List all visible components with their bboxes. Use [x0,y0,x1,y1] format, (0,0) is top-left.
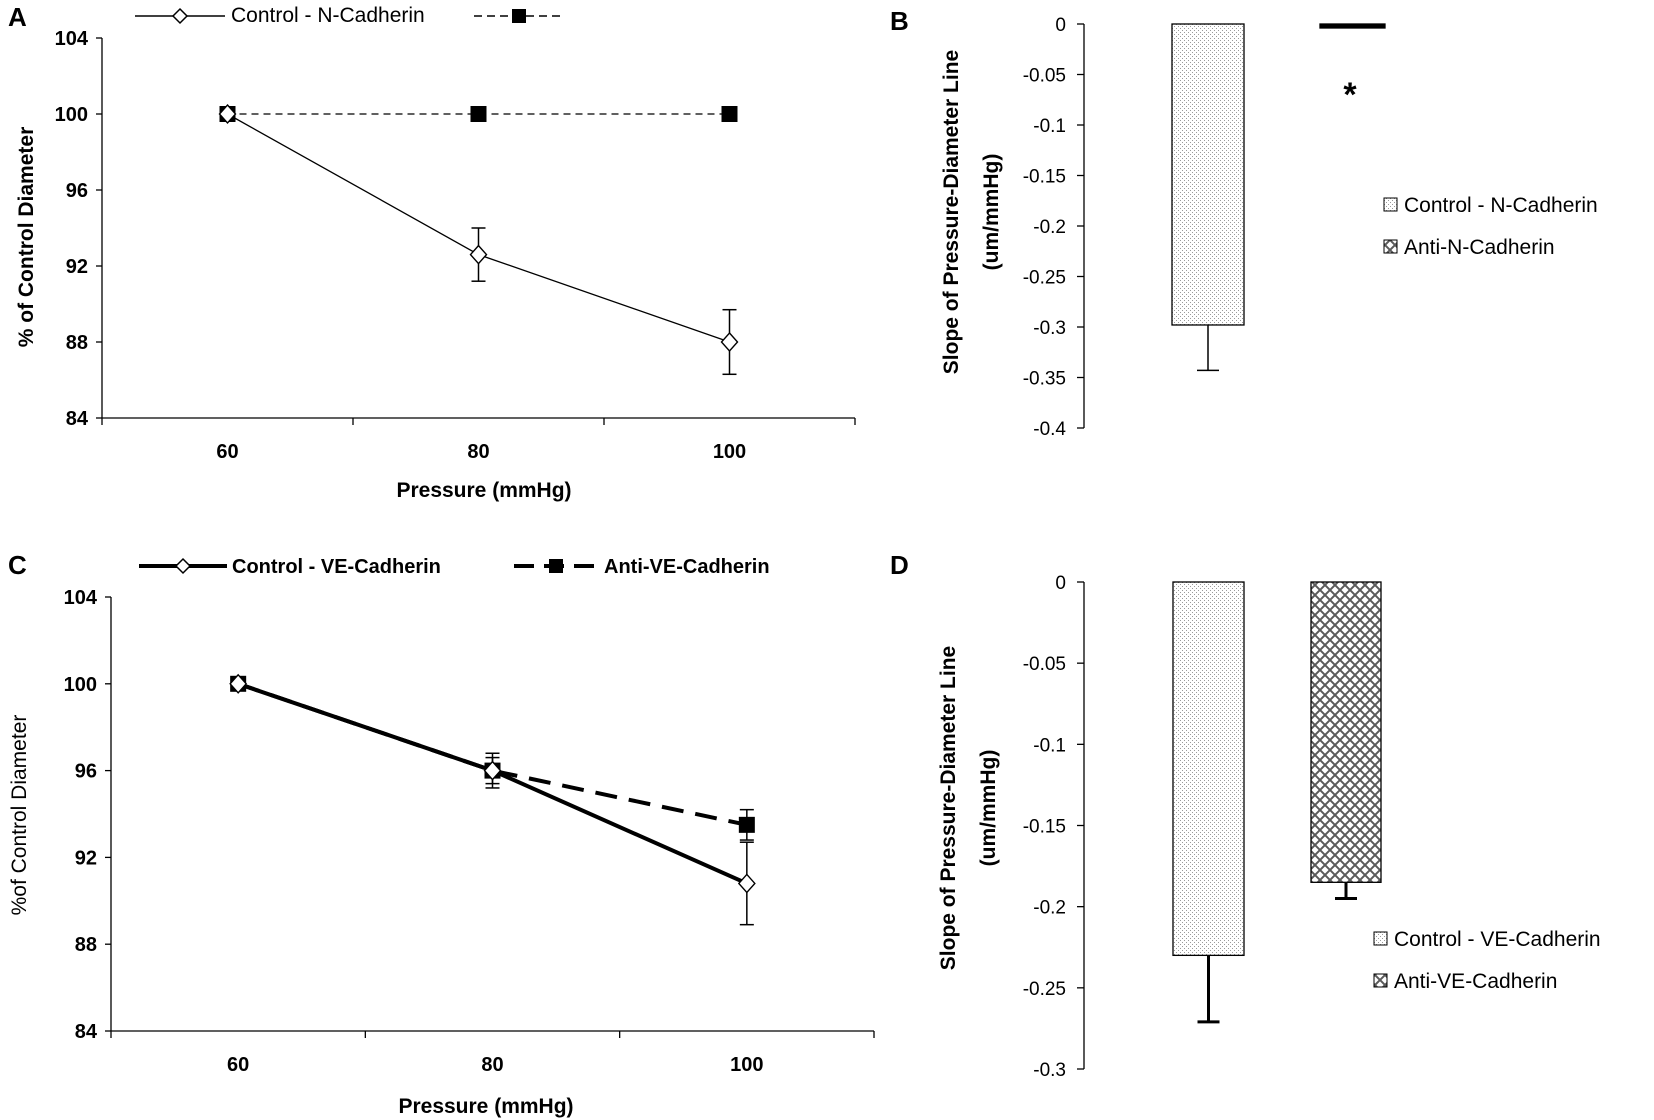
panel-b-bar-control [1171,23,1245,326]
panel-c-legend: Control - VE-Cadherin Anti-VE-Cadherin [139,556,770,578]
panel-d: D 0 -0.05 -0.1 -0.15 -0.2 -0.25 -0.3 Slope of … [890,550,1601,1081]
panel-c-legend-label-anti: Anti-VE-Cadherin [604,556,770,578]
panel-d-ytick-label: -0.05 [1023,654,1066,675]
panel-d-legend: Control - VE-Cadherin Anti-VE-Cadherin [1373,928,1601,993]
panel-letter-a: A [8,2,27,32]
panel-c-ytick-label: 88 [75,934,97,956]
panel-b: B 0-0.05-0.1-0.15-0.2-0.25-0.3-0.35-0.4 … [890,6,1598,440]
panel-a-ytick-label: 96 [66,180,88,202]
panel-c-legend-marker-anti [549,559,563,573]
panel-c-xtick-label: 60 [227,1054,249,1076]
panel-a-xlabel: Pressure (mmHg) [396,479,571,502]
panel-a-xtick-label: 80 [467,441,489,463]
panel-letter-d: D [890,550,909,580]
panel-c-xtick-label: 80 [481,1054,503,1076]
panel-d-ylabel-units: (um/mmHg) [977,750,1000,867]
panel-c-ytick-label: 100 [64,674,97,696]
panel-c-ytick-label: 84 [75,1021,98,1043]
panel-a-marks [218,103,739,376]
panel-c-axes: 84 88 92 96 100 104 60 80 100 [64,587,875,1076]
panel-a-point-control [218,103,237,125]
panel-d-axes: 0 -0.05 -0.1 -0.15 -0.2 -0.25 -0.3 [1023,573,1085,1081]
panel-letter-b: B [890,6,909,36]
panel-c-point-anti [738,816,755,833]
panel-letter-c: C [8,550,27,580]
panel-b-ytick-label: -0.15 [1023,167,1066,188]
panel-c-ylabel: %of Control Diameter [8,715,31,916]
panel-a-point-anti [721,106,738,122]
panel-a-point-control [469,244,488,265]
panel-a-ytick-label: 104 [55,28,89,50]
panel-a-ytick-label: 84 [66,408,89,430]
panel-b-legend-label-control: Control - N-Cadherin [1404,194,1598,217]
panel-a-ytick-label: 88 [66,332,88,354]
panel-d-marks [1172,581,1382,1024]
panel-b-ytick-label: -0.35 [1023,369,1066,390]
panel-c-legend-marker-control [174,557,192,575]
panel-b-ytick-label: -0.05 [1023,66,1066,87]
panel-b-ytick-label: -0.4 [1033,419,1066,440]
panel-c-ytick-label: 104 [64,587,98,609]
panel-c-point-control [737,873,756,894]
panel-c-point-control [483,760,502,781]
panel-d-ylabel: Slope of Pressure-Diameter Line [937,646,960,970]
panel-b-ytick-label: 0 [1055,15,1066,36]
panel-d-ytick-label: -0.3 [1033,1060,1066,1081]
panel-a-ytick-label: 100 [55,104,88,126]
panel-c: C Control - VE-Cadherin Anti-VE-Cadherin… [8,550,875,1118]
panel-c-xtick-label: 100 [730,1054,763,1076]
panel-c-marks [229,673,756,926]
panel-b-ytick-label: -0.25 [1023,268,1066,289]
panel-d-legend-swatch-control [1373,931,1388,946]
panel-b-ytick-label: -0.3 [1033,318,1066,339]
panel-b-axes: 0 -0.05 -0.1 -0.15 -0.2 -0.25 -0.3 -0.35 -0.4 [1023,15,1085,440]
panel-b-legend-swatch-anti [1383,239,1398,254]
panel-c-legend-label-control: Control - VE-Cadherin [232,556,441,578]
panel-a-legend-marker-anti [512,9,526,23]
panel-a-legend-label-control: Control - N-Cadherin [231,4,425,27]
panel-a-ytick-label: 92 [66,256,88,278]
panel-b-marks [1171,23,1386,372]
panel-d-legend-label-control: Control - VE-Cadherin [1394,928,1601,951]
panel-c-series-line-anti [237,681,748,827]
panel-b-ylabel-units: (um/mmHg) [980,154,1003,271]
panel-a-ylabel: % of Control Diameter [15,127,38,348]
panel-d-bar-control [1172,581,1245,957]
panel-d-legend-label-anti: Anti-VE-Cadherin [1394,970,1557,993]
panel-a-axes: 84 88 92 96 100 104 60 80 100 [55,28,856,463]
panel-b-ylabel: Slope of Pressure-Diameter Line [940,50,963,374]
panel-b-legend-swatch-control [1383,197,1398,212]
panel-b-legend-label-anti: Anti-N-Cadherin [1404,236,1555,259]
panel-a-legend-marker-control [171,7,189,25]
panel-d-ytick-label: -0.2 [1033,898,1066,919]
panel-d-ytick-label: -0.25 [1023,979,1066,1000]
panel-b-bar-anti [1319,23,1386,29]
panel-a-xtick-label: 60 [216,441,238,463]
panel-d-legend-swatch-anti [1373,973,1388,988]
panel-a-point-anti [470,106,487,122]
panel-b-asterisk: * [1343,76,1357,114]
panel-a-xtick-label: 100 [713,441,746,463]
panel-d-bar-anti [1310,581,1382,883]
panel-d-ytick-label: 0 [1055,573,1066,594]
panel-c-point-control [229,673,248,694]
panel-b-ytick-label: -0.1 [1033,116,1066,137]
panel-d-ytick-label: -0.15 [1023,817,1066,838]
panel-d-ytick-label: -0.1 [1033,735,1066,756]
panel-c-ytick-label: 96 [75,761,97,783]
panel-b-ytick-label: -0.2 [1033,217,1066,238]
panel-b-legend: Control - N-Cadherin Anti-N-Cadherin [1383,194,1598,259]
panel-a-legend: Control - N-Cadherin [135,4,564,27]
panel-c-xlabel: Pressure (mmHg) [398,1095,573,1118]
panel-c-ytick-label: 92 [75,847,97,869]
panel-a-point-control [720,331,739,353]
